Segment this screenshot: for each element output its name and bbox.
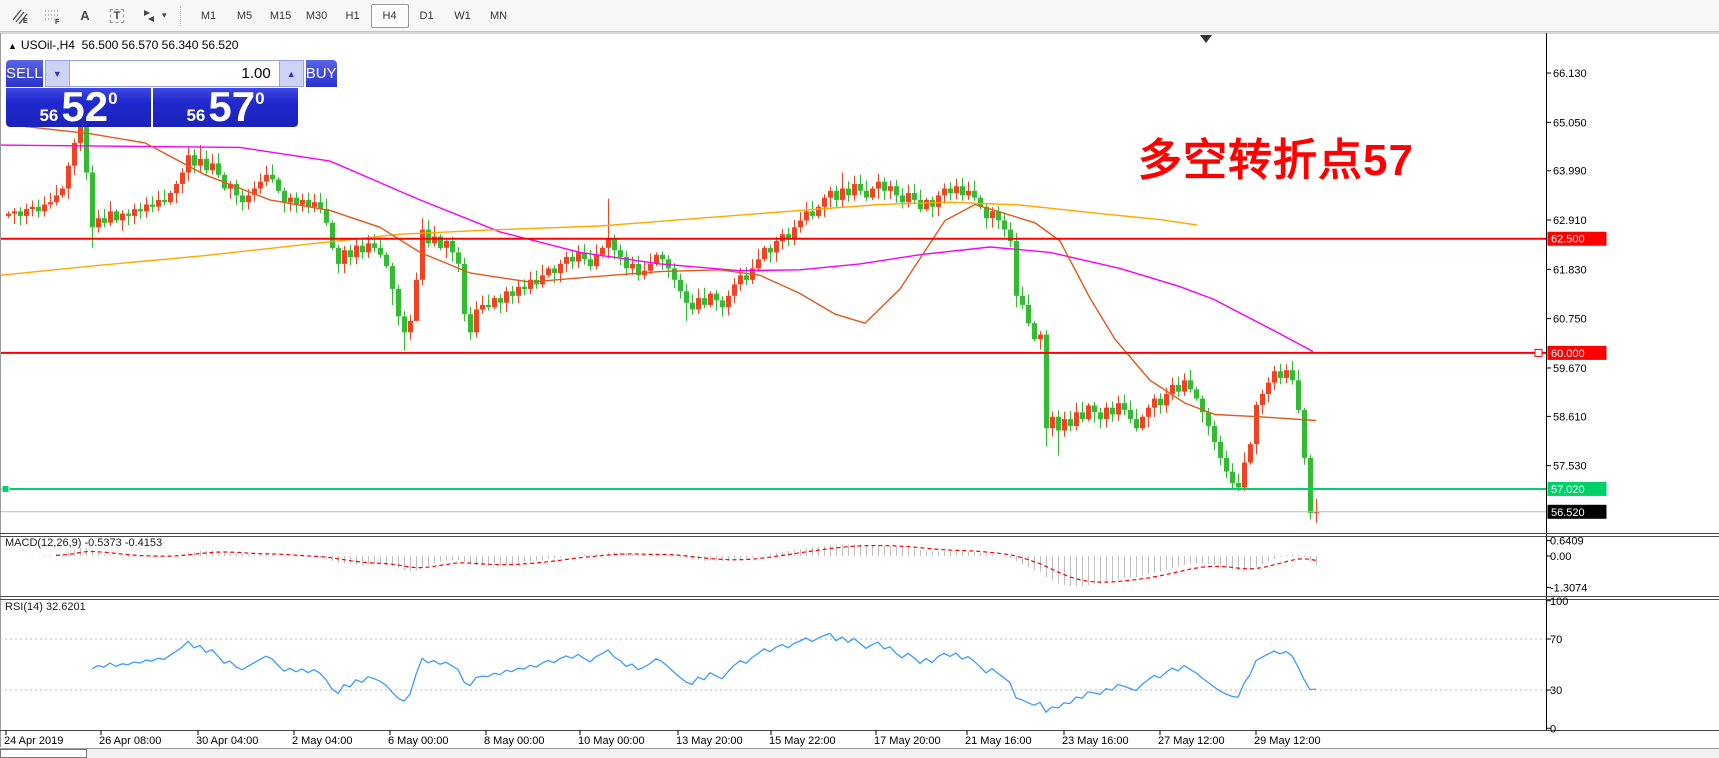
price-axis-label: 57.530 <box>1553 461 1587 473</box>
bid-price-display[interactable]: 56 52 0 <box>6 83 151 131</box>
tf-button-w1[interactable]: W1 <box>454 9 471 22</box>
time-axis-label: 21 May 16:00 <box>965 735 1032 747</box>
volume-input[interactable] <box>69 61 279 86</box>
ask-big-digits: 57 <box>208 83 256 131</box>
price-axis-label: 66.130 <box>1553 68 1587 80</box>
rsi-panel: 100 70 30 0 <box>0 596 1568 735</box>
tf-button-m5[interactable]: M5 <box>236 9 253 22</box>
hline-handle[interactable] <box>1 484 10 493</box>
shapes-arrows-icon[interactable] <box>134 4 164 28</box>
textbox-t-icon[interactable]: T <box>102 4 132 28</box>
tf-button-m30[interactable]: M30 <box>305 9 328 22</box>
rsi-axis-label: 30 <box>1550 685 1562 697</box>
price-axis[interactable]: 66.130 65.050 63.990 62.910 61.830 60.750 59.6… <box>1546 68 1587 473</box>
time-axis-label: 27 May 12:00 <box>1158 735 1225 747</box>
toolbar: E F A T ▾ M1 M5 M15 M30 H1 H4 D1 W1 MN <box>0 0 1719 32</box>
ask-small-digits: 56 <box>186 106 206 125</box>
price-axis-label: 60.750 <box>1553 314 1587 326</box>
tf-button-h4-active[interactable]: H4 <box>370 3 409 28</box>
sell-button[interactable]: SELL <box>6 60 43 87</box>
collapse-icon[interactable]: ▲ <box>8 41 17 51</box>
price-axis-label: 65.050 <box>1553 117 1587 129</box>
chart-text-annotation[interactable]: 多空转折点57 <box>1138 136 1414 185</box>
macd-axis-label: 0.6409 <box>1550 536 1584 548</box>
price-axis-label: 59.670 <box>1553 363 1587 375</box>
time-axis-label: 29 May 12:00 <box>1254 735 1321 747</box>
svg-text:57.020: 57.020 <box>1551 484 1585 496</box>
hline-56.520[interactable]: 56.520 <box>0 504 1607 519</box>
hline-60.000[interactable]: 60.000 <box>0 345 1607 360</box>
time-axis[interactable]: 24 Apr 2019 26 Apr 08:00 30 Apr 04:00 2 May… <box>4 730 1321 747</box>
rsi-axis-label: 70 <box>1550 634 1562 646</box>
hline-62.500[interactable]: 62.500 <box>0 231 1607 246</box>
rsi-axis-label: 100 <box>1550 596 1568 608</box>
tf-button-m1[interactable]: M1 <box>200 9 217 22</box>
volume-decrease-icon[interactable]: ▼ <box>45 61 70 86</box>
ma-slow-magenta <box>0 144 1314 353</box>
macd-indicator-label: MACD(12,26,9) -0.5373 -0.4153 <box>5 537 163 549</box>
tf-button-d1[interactable]: D1 <box>419 9 434 22</box>
grid-f-icon[interactable]: F <box>38 4 68 28</box>
toolbar-separator <box>179 5 182 26</box>
one-click-trade-panel: SELL ▼ ▲ BUY 56 52 0 56 57 0 <box>6 60 337 131</box>
text-a-icon[interactable]: A <box>80 8 90 23</box>
price-axis-label: 63.990 <box>1553 166 1587 178</box>
time-axis-label: 10 May 00:00 <box>578 735 645 747</box>
macd-axis-label: 0.00 <box>1550 551 1571 563</box>
svg-text:60.000: 60.000 <box>1551 348 1585 360</box>
chart-title: ▲ USOil-,H4 56.500 56.570 56.340 56.520 <box>8 38 238 52</box>
hline-handle[interactable] <box>1534 348 1543 357</box>
tf-button-m15[interactable]: M15 <box>269 9 292 22</box>
macd-axis-label: -1.3074 <box>1550 582 1587 594</box>
svg-text:56.520: 56.520 <box>1551 507 1585 519</box>
rsi-line <box>91 632 1317 714</box>
ma-slow-orange <box>0 201 1198 276</box>
time-axis-label: 2 May 04:00 <box>292 735 353 747</box>
tf-button-h1[interactable]: H1 <box>345 9 360 22</box>
indicator-lines-e-icon[interactable]: E <box>6 4 36 28</box>
chart-shift-marker-icon <box>1200 35 1212 43</box>
price-axis-label: 62.910 <box>1553 215 1587 227</box>
time-axis-label: 13 May 20:00 <box>676 735 743 747</box>
ohlc-values: 56.500 56.570 56.340 56.520 <box>81 38 239 52</box>
hline-57.020[interactable]: 57.020 <box>0 481 1607 496</box>
svg-text:E: E <box>23 18 28 24</box>
rsi-indicator-label: RSI(14) 32.6201 <box>5 601 86 613</box>
macd-panel: 0.6409 0.00 -1.3074 <box>14 536 1587 594</box>
svg-text:62.500: 62.500 <box>1551 234 1585 246</box>
svg-text:F: F <box>55 19 60 24</box>
buy-button[interactable]: BUY <box>305 60 337 87</box>
bid-big-digits: 52 <box>61 83 109 131</box>
price-axis-label: 58.610 <box>1553 411 1587 423</box>
time-axis-label: 30 Apr 04:00 <box>196 735 258 747</box>
volume-increase-icon[interactable]: ▲ <box>278 61 303 86</box>
time-axis-label: 15 May 22:00 <box>769 735 836 747</box>
time-axis-label: 6 May 00:00 <box>388 735 449 747</box>
time-axis-label: 24 Apr 2019 <box>4 735 63 747</box>
volume-stepper: ▼ ▲ <box>44 60 304 87</box>
macd-signal-line <box>55 544 1317 583</box>
ask-pip-digit: 0 <box>255 89 265 108</box>
shapes-dropdown-caret-icon[interactable]: ▾ <box>162 10 167 20</box>
time-axis-label: 23 May 16:00 <box>1062 735 1129 747</box>
tf-button-mn[interactable]: MN <box>489 9 508 22</box>
bid-small-digits: 56 <box>39 106 59 125</box>
time-axis-label: 17 May 20:00 <box>874 735 941 747</box>
ask-price-display[interactable]: 56 57 0 <box>153 83 298 131</box>
ma-fast-darkorange <box>7 123 1317 422</box>
rsi-axis-label: 0 <box>1550 723 1556 735</box>
time-axis-label: 26 Apr 08:00 <box>99 735 161 747</box>
bid-pip-digit: 0 <box>108 89 118 108</box>
price-axis-label: 61.830 <box>1553 264 1587 276</box>
candles-layer <box>6 115 1319 523</box>
symbol-period-label: USOil-,H4 <box>20 38 75 52</box>
time-axis-label: 8 May 00:00 <box>484 735 545 747</box>
